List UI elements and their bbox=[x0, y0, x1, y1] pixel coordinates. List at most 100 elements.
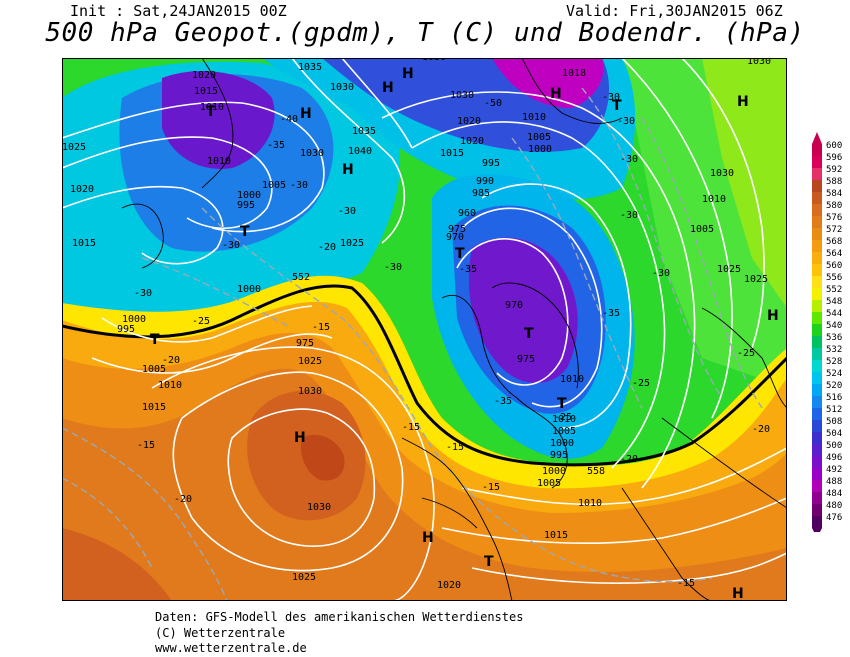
pressure-label: 1000 bbox=[237, 284, 261, 295]
colorbar-label: 480 bbox=[826, 501, 842, 511]
temperature-label: -30 bbox=[384, 262, 402, 273]
colorbar-label: 548 bbox=[826, 297, 842, 307]
colorbar-swatch bbox=[812, 288, 822, 300]
temperature-label: -25 bbox=[192, 316, 210, 327]
pressure-label: 1030 bbox=[307, 502, 331, 513]
pressure-label: 1010 bbox=[158, 380, 182, 391]
high-center: H bbox=[342, 162, 354, 178]
colorbar-swatch bbox=[812, 228, 822, 240]
colorbar-swatch bbox=[812, 396, 822, 408]
temperature-label: -20 bbox=[162, 355, 180, 366]
colorbar-swatch bbox=[812, 264, 822, 276]
pressure-label: 1025 bbox=[62, 142, 86, 153]
pressure-label: 990 bbox=[476, 176, 494, 187]
colorbar-label: 564 bbox=[826, 249, 842, 259]
temperature-label: -15 bbox=[137, 440, 155, 451]
colorbar-label: 540 bbox=[826, 321, 842, 331]
high-center: H bbox=[737, 94, 749, 110]
colorbar-label: 568 bbox=[826, 237, 842, 247]
field-sw-dark bbox=[62, 528, 172, 601]
map-labels: 1035 1020 1015 1010 1025 1020 1015 1010 … bbox=[62, 58, 771, 591]
pressure-labels: 1035 1020 1015 1010 1025 1020 1015 1010 … bbox=[62, 58, 771, 591]
pressure-label: 1010 bbox=[200, 102, 224, 113]
field-orange-572 bbox=[62, 368, 787, 601]
geopot-label: 558 bbox=[587, 466, 605, 477]
colorbar-label: 512 bbox=[826, 405, 842, 415]
pressure-label: 995 bbox=[482, 158, 500, 169]
low-center: T bbox=[524, 326, 534, 342]
temperature-label: -50 bbox=[484, 98, 502, 109]
colorbar-swatch bbox=[812, 516, 822, 528]
pressure-label: 975 bbox=[517, 354, 535, 365]
colorbar-label: 576 bbox=[826, 213, 842, 223]
credit-copyright: (C) Wetterzentrale bbox=[155, 626, 286, 640]
pressure-label: 1000 bbox=[237, 190, 261, 201]
field-trough-purple bbox=[468, 237, 578, 383]
colorbar-cap-bottom bbox=[812, 528, 822, 532]
colorbar-swatch bbox=[812, 252, 822, 264]
colorbar-swatch bbox=[812, 336, 822, 348]
temperature-label: -30 bbox=[134, 288, 152, 299]
colorbar-label: 500 bbox=[826, 441, 842, 451]
colorbar-swatch bbox=[812, 276, 822, 288]
colorbar-label: 484 bbox=[826, 489, 842, 499]
colorbar-label: 580 bbox=[826, 201, 842, 211]
temperature-label: -30 bbox=[338, 206, 356, 217]
field-magenta-north bbox=[492, 58, 604, 108]
high-center: H bbox=[550, 86, 562, 102]
pressure-label: 1005 bbox=[690, 224, 714, 235]
colorbar-label: 572 bbox=[826, 225, 842, 235]
temperature-label: -25 bbox=[737, 348, 755, 359]
temperature-label: -20 bbox=[174, 494, 192, 505]
pressure-label: 1005 bbox=[537, 478, 561, 489]
pressure-label: 1005 bbox=[142, 364, 166, 375]
colorbar-swatch bbox=[812, 204, 822, 216]
colorbar-swatch bbox=[812, 156, 822, 168]
temperature-label: -20 bbox=[318, 242, 336, 253]
colorbar-label: 536 bbox=[826, 333, 842, 343]
pressure-label: 960 bbox=[458, 208, 476, 219]
colorbar-swatch bbox=[812, 492, 822, 504]
pressure-label: 1005 bbox=[527, 132, 551, 143]
high-center: H bbox=[732, 586, 744, 601]
pressure-label: 1025 bbox=[298, 356, 322, 367]
colorbar-swatch bbox=[812, 384, 822, 396]
pressure-label: 1005 bbox=[552, 426, 576, 437]
colorbar-swatch bbox=[812, 192, 822, 204]
high-center: H bbox=[382, 80, 394, 96]
geopot-552-line bbox=[62, 284, 787, 467]
temperature-label: -15 bbox=[402, 422, 420, 433]
low-center: T bbox=[455, 246, 465, 262]
pressure-label: 975 bbox=[296, 338, 314, 349]
pressure-label: 1030 bbox=[300, 148, 324, 159]
temperature-label: -15 bbox=[446, 442, 464, 453]
colorbar-label: 560 bbox=[826, 261, 842, 271]
pressure-label: 1025 bbox=[717, 264, 741, 275]
low-center: T bbox=[206, 104, 216, 120]
colorbar-label: 556 bbox=[826, 273, 842, 283]
colorbar-label: 588 bbox=[826, 177, 842, 187]
pressure-label: 1015 bbox=[142, 402, 166, 413]
temperature-label: -35 bbox=[494, 396, 512, 407]
colorbar-label: 516 bbox=[826, 393, 842, 403]
colorbar-label: 584 bbox=[826, 189, 842, 199]
high-center: H bbox=[300, 106, 312, 122]
colorbar-swatch bbox=[812, 420, 822, 432]
colorbar-swatch bbox=[812, 348, 822, 360]
colorbar-swatch bbox=[812, 456, 822, 468]
colorbar-swatch bbox=[812, 180, 822, 192]
high-center: H bbox=[422, 530, 434, 546]
colorbar-label: 524 bbox=[826, 369, 842, 379]
colorbar-label: 496 bbox=[826, 453, 842, 463]
temperature-label: -30 bbox=[290, 180, 308, 191]
pressure-label: 1035 bbox=[352, 126, 376, 137]
colorbar-label: 508 bbox=[826, 417, 842, 427]
pressure-label: 1010 bbox=[560, 374, 584, 385]
pressure-label: 1015 bbox=[194, 86, 218, 97]
colorbar-swatch bbox=[812, 408, 822, 420]
pressure-label: 1000 bbox=[122, 314, 146, 325]
temperature-label: -30 bbox=[617, 116, 635, 127]
weather-map: 1035 1020 1015 1010 1025 1020 1015 1010 … bbox=[62, 58, 787, 601]
pressure-label: 1020 bbox=[70, 184, 94, 195]
pressure-label: 970 bbox=[446, 232, 464, 243]
